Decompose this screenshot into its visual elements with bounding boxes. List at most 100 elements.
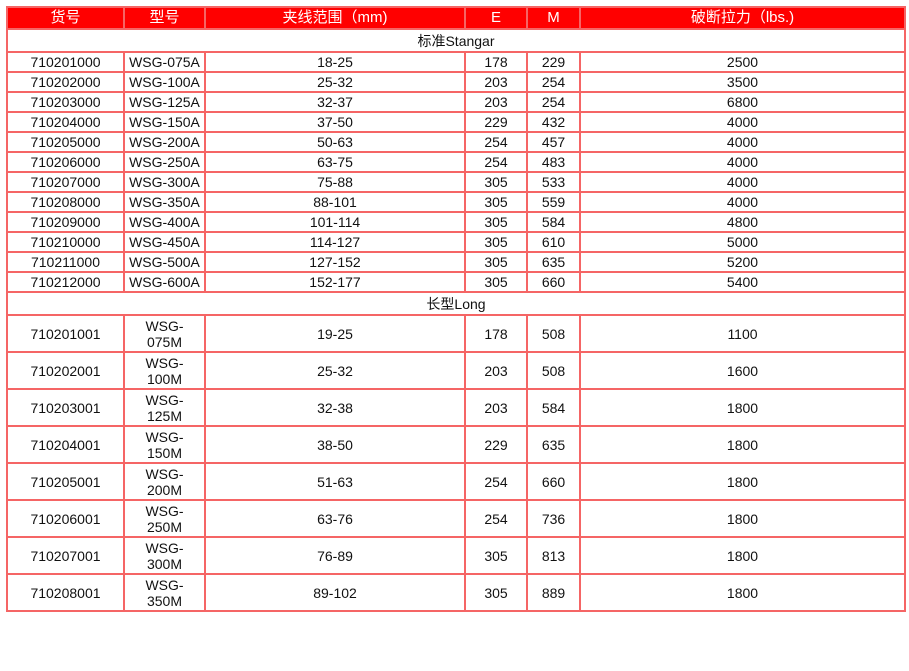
cell-clamp-range: 37-50	[204, 111, 466, 133]
cell-item-number: 710210000	[6, 231, 125, 253]
table-row: 710211000 WSG-500A 127-152 305 635 5200	[6, 251, 906, 273]
cell-model: WSG-100A	[123, 71, 206, 93]
cell-clamp-range: 101-114	[204, 211, 466, 233]
cell-clamp-range: 75-88	[204, 171, 466, 193]
cell-breaking-strength: 4000	[579, 151, 906, 173]
cell-model: WSG-250A	[123, 151, 206, 173]
cell-item-number: 710202001	[6, 351, 125, 390]
cell-m-dimension: 635	[526, 425, 581, 464]
cell-clamp-range: 38-50	[204, 425, 466, 464]
cell-breaking-strength: 2500	[579, 51, 906, 73]
table-row: 710210000 WSG-450A 114-127 305 610 5000	[6, 231, 906, 253]
cell-model: WSG-350M	[123, 573, 206, 612]
cell-item-number: 710203000	[6, 91, 125, 113]
table-row: 710204001 WSG-150M 38-50 229 635 1800	[6, 425, 906, 464]
cell-m-dimension: 254	[526, 91, 581, 113]
cell-m-dimension: 660	[526, 271, 581, 293]
cell-breaking-strength: 1800	[579, 425, 906, 464]
cell-e-dimension: 229	[464, 111, 528, 133]
cell-breaking-strength: 4000	[579, 171, 906, 193]
cell-model: WSG-150M	[123, 425, 206, 464]
cell-clamp-range: 32-37	[204, 91, 466, 113]
cell-e-dimension: 254	[464, 151, 528, 173]
cell-model: WSG-350A	[123, 191, 206, 213]
section-row: 标准Stangar	[6, 28, 906, 53]
cell-model: WSG-300M	[123, 536, 206, 575]
cell-m-dimension: 559	[526, 191, 581, 213]
header-m-dimension: M	[526, 6, 581, 30]
table-row: 710206000 WSG-250A 63-75 254 483 4000	[6, 151, 906, 173]
cell-e-dimension: 229	[464, 425, 528, 464]
cell-model: WSG-600A	[123, 271, 206, 293]
cell-e-dimension: 305	[464, 271, 528, 293]
cell-breaking-strength: 1600	[579, 351, 906, 390]
cell-item-number: 710204000	[6, 111, 125, 133]
table-row: 710202001 WSG-100M 25-32 203 508 1600	[6, 351, 906, 390]
table-row: 710207001 WSG-300M 76-89 305 813 1800	[6, 536, 906, 575]
cell-breaking-strength: 5400	[579, 271, 906, 293]
table-row: 710203000 WSG-125A 32-37 203 254 6800	[6, 91, 906, 113]
cell-m-dimension: 889	[526, 573, 581, 612]
cell-m-dimension: 508	[526, 314, 581, 353]
cell-item-number: 710211000	[6, 251, 125, 273]
cell-item-number: 710208000	[6, 191, 125, 213]
cell-breaking-strength: 1800	[579, 573, 906, 612]
table-row: 710201001 WSG-075M 19-25 178 508 1100	[6, 314, 906, 353]
cell-model: WSG-450A	[123, 231, 206, 253]
cell-breaking-strength: 6800	[579, 91, 906, 113]
cell-model: WSG-300A	[123, 171, 206, 193]
table-row: 710208000 WSG-350A 88-101 305 559 4000	[6, 191, 906, 213]
cell-breaking-strength: 4000	[579, 131, 906, 153]
cell-clamp-range: 18-25	[204, 51, 466, 73]
cell-breaking-strength: 4000	[579, 191, 906, 213]
header-e-dimension: E	[464, 6, 528, 30]
section-title: 长型Long	[6, 291, 906, 316]
cell-e-dimension: 305	[464, 171, 528, 193]
cell-clamp-range: 63-76	[204, 499, 466, 538]
cell-e-dimension: 305	[464, 536, 528, 575]
cell-item-number: 710206001	[6, 499, 125, 538]
cell-item-number: 710204001	[6, 425, 125, 464]
cell-item-number: 710207000	[6, 171, 125, 193]
cell-m-dimension: 584	[526, 211, 581, 233]
cell-item-number: 710205001	[6, 462, 125, 501]
cell-item-number: 710206000	[6, 151, 125, 173]
cell-model: WSG-200M	[123, 462, 206, 501]
table-row: 710208001 WSG-350M 89-102 305 889 1800	[6, 573, 906, 612]
cell-e-dimension: 203	[464, 71, 528, 93]
cell-breaking-strength: 1800	[579, 462, 906, 501]
cell-clamp-range: 25-32	[204, 71, 466, 93]
cell-e-dimension: 305	[464, 231, 528, 253]
table-row: 710206001 WSG-250M 63-76 254 736 1800	[6, 499, 906, 538]
cell-m-dimension: 483	[526, 151, 581, 173]
section-row: 长型Long	[6, 291, 906, 316]
cell-e-dimension: 305	[464, 573, 528, 612]
cell-e-dimension: 203	[464, 388, 528, 427]
cell-clamp-range: 76-89	[204, 536, 466, 575]
cell-model: WSG-075M	[123, 314, 206, 353]
cell-breaking-strength: 1800	[579, 536, 906, 575]
cell-clamp-range: 114-127	[204, 231, 466, 253]
cell-breaking-strength: 4000	[579, 111, 906, 133]
cell-e-dimension: 305	[464, 211, 528, 233]
cell-item-number: 710212000	[6, 271, 125, 293]
cell-clamp-range: 63-75	[204, 151, 466, 173]
cell-m-dimension: 610	[526, 231, 581, 253]
cell-e-dimension: 254	[464, 131, 528, 153]
cell-model: WSG-250M	[123, 499, 206, 538]
cell-clamp-range: 88-101	[204, 191, 466, 213]
header-item-number: 货号	[6, 6, 125, 30]
cell-m-dimension: 457	[526, 131, 581, 153]
cell-model: WSG-150A	[123, 111, 206, 133]
cell-clamp-range: 127-152	[204, 251, 466, 273]
cell-item-number: 710207001	[6, 536, 125, 575]
table-row: 710202000 WSG-100A 25-32 203 254 3500	[6, 71, 906, 93]
cell-model: WSG-500A	[123, 251, 206, 273]
cell-item-number: 710209000	[6, 211, 125, 233]
cell-breaking-strength: 1800	[579, 499, 906, 538]
cell-m-dimension: 533	[526, 171, 581, 193]
cell-clamp-range: 152-177	[204, 271, 466, 293]
cell-breaking-strength: 3500	[579, 71, 906, 93]
table-row: 710205000 WSG-200A 50-63 254 457 4000	[6, 131, 906, 153]
cell-m-dimension: 254	[526, 71, 581, 93]
